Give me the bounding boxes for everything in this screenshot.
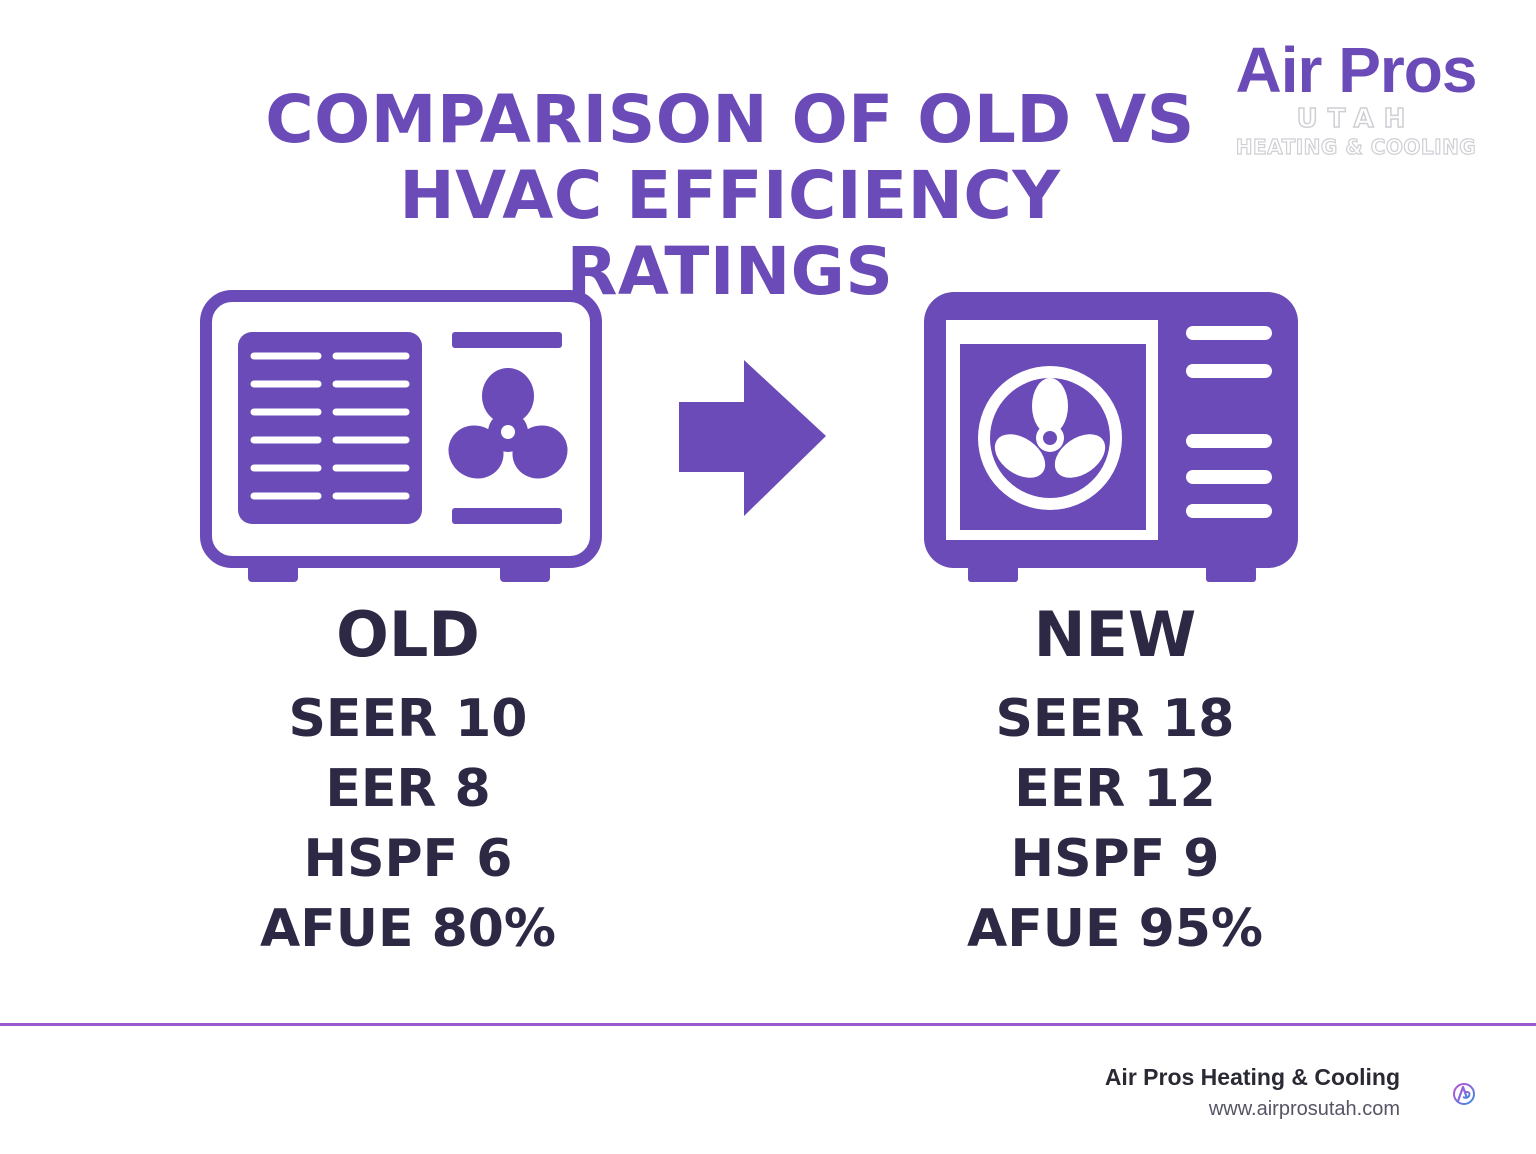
old-label: OLD [336,598,480,671]
new-ratings-column: NEW SEER 18 EER 12 HSPF 9 AFUE 95% [950,600,1280,964]
old-metric-hspf: HSPF 6 [303,829,513,889]
footer-website-link[interactable]: www.airprosutah.com [1208,1098,1400,1120]
brand-logo: Air Pros UTAH HEATING & COOLING [1226,34,1486,160]
air-pros-badge-icon [1453,1083,1475,1105]
new-metric-afue: AFUE 95% [966,899,1264,959]
old-metric-eer: EER 8 [325,759,491,819]
new-metrics-list: SEER 18 EER 12 HSPF 9 AFUE 95% [950,684,1280,964]
title-line-1: COMPARISON OF OLD VS [265,81,1195,158]
air-conditioner-new-icon [924,292,1298,582]
footer-divider [0,1023,1536,1026]
new-metric-eer: EER 12 [1014,759,1216,819]
new-label: NEW [1033,598,1197,671]
logo-sub-text: UTAH [1296,103,1416,135]
page-title: COMPARISON OF OLD VS HVAC EFFICIENCY RAT… [235,82,1225,310]
old-ratings-column: OLD SEER 10 EER 8 HSPF 6 AFUE 80% [250,600,566,964]
logo-main-text: Air Pros [1235,34,1478,106]
footer-company-name: Air Pros Heating & Cooling [1104,1064,1400,1090]
old-metric-afue: AFUE 80% [259,899,557,959]
title-line-2: HVAC EFFICIENCY RATINGS [399,157,1061,310]
old-metric-seer: SEER 10 [288,689,528,749]
new-metric-hspf: HSPF 9 [1010,829,1220,889]
logo-tagline: HEATING & COOLING [1235,134,1477,159]
right-arrow-icon [679,360,826,516]
new-metric-seer: SEER 18 [995,689,1235,749]
old-metrics-list: SEER 10 EER 8 HSPF 6 AFUE 80% [250,684,566,964]
air-conditioner-old-icon [200,290,602,582]
